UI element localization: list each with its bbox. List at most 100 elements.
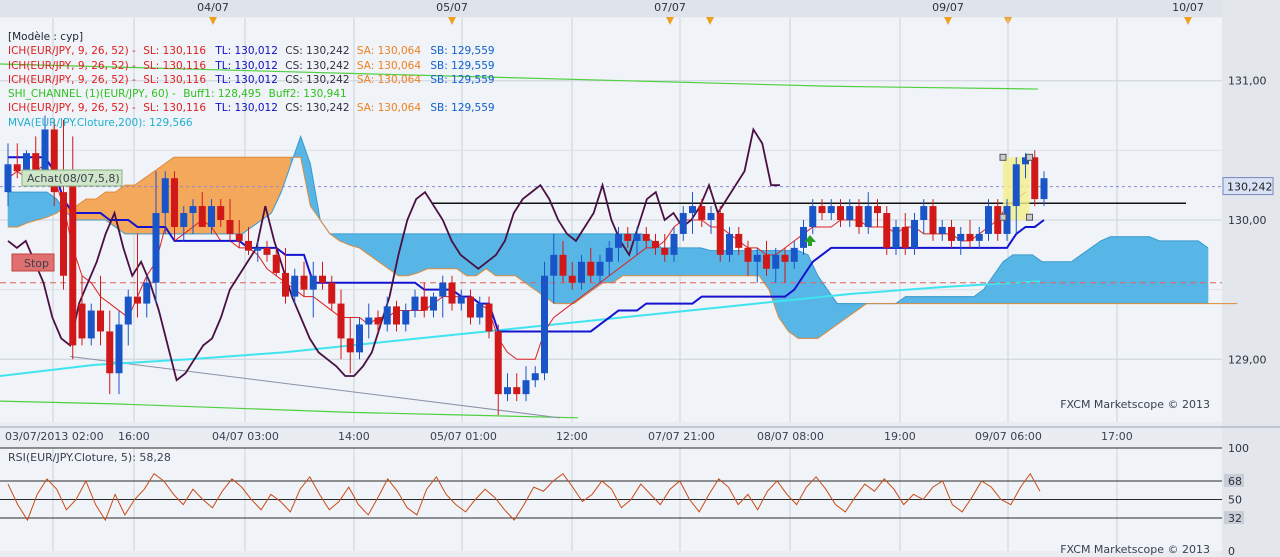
candle-body	[753, 254, 761, 262]
kumo-cloud-segment	[934, 296, 945, 304]
candle-body	[744, 247, 752, 262]
candle-body	[485, 303, 493, 332]
candle-body	[901, 226, 909, 248]
candle-body	[198, 206, 206, 227]
candle-body	[411, 296, 419, 311]
kumo-cloud-segment	[515, 233, 526, 284]
candle-body	[827, 206, 835, 214]
trend-line	[69, 356, 561, 419]
candle-body	[892, 226, 900, 248]
candle-body	[134, 296, 141, 304]
candle-body	[217, 206, 225, 220]
candle-body	[883, 213, 891, 248]
candle-body	[938, 226, 946, 234]
legend-ich-row-2: ICH(EUR/JPY, 9, 26, 52) - SL: 130,116 TL…	[8, 59, 495, 72]
candle-body	[430, 296, 437, 311]
candle-body	[975, 233, 983, 241]
chikou-span-line	[7, 127, 780, 382]
candle-body	[1040, 178, 1048, 200]
candle-body	[864, 206, 872, 227]
candle-body	[365, 317, 373, 325]
kumo-cloud-segment	[954, 296, 965, 304]
rsi-axis-badge	[1224, 511, 1244, 525]
legend: [Modèle : cyp] ICH(EUR/JPY, 9, 26, 52) -…	[8, 30, 495, 130]
candle-body	[346, 338, 354, 353]
stop-annotation-box	[11, 253, 55, 272]
kumo-cloud-segment	[1197, 240, 1209, 304]
candle-body	[4, 164, 12, 193]
kumo-cloud-segment	[788, 250, 799, 339]
candle-body	[772, 254, 780, 269]
candle-body	[874, 206, 881, 214]
candle-body	[716, 213, 724, 255]
x-tick-label: 03/07/2013 02:00	[5, 430, 104, 443]
candle-body	[957, 233, 965, 241]
x-tick-label: 04/07 03:00	[212, 430, 279, 443]
candle-body	[633, 233, 641, 241]
candle-body	[272, 254, 280, 273]
candle-body	[596, 261, 604, 276]
kumo-cloud-segment	[427, 233, 438, 270]
buy-annotation-box	[21, 169, 123, 187]
candle-body	[319, 275, 326, 283]
candle-body	[115, 324, 123, 374]
stop-annotation-label: Stop	[24, 257, 49, 270]
senkou-span-b-line	[8, 156, 1238, 339]
candle-body	[87, 310, 95, 339]
candle-body	[615, 233, 622, 248]
kumo-cloud-segment	[505, 233, 516, 277]
candle-body	[439, 282, 447, 297]
kumo-cloud-segment	[944, 296, 955, 304]
buy-arrow-icon	[804, 235, 816, 246]
candle-body	[393, 306, 400, 325]
candle-body	[781, 254, 789, 262]
candle-body	[948, 226, 955, 241]
candle-body	[69, 178, 77, 346]
candle-body	[985, 206, 992, 234]
candle-body	[383, 306, 391, 325]
candle-body	[522, 380, 530, 395]
legend-shi-row: SHI_CHANNEL (1)(EUR/JPY, 60) - Buff1: 12…	[8, 88, 347, 101]
candle-body	[337, 303, 345, 339]
trade-marker-handle	[999, 213, 1007, 221]
top-date-marker	[209, 17, 217, 25]
candle-body	[837, 206, 844, 220]
y-tick-label: 131,00	[1228, 75, 1267, 88]
candle-body	[494, 331, 502, 395]
candle-body	[541, 275, 548, 374]
x-tick-label: 05/07 01:00	[430, 430, 497, 443]
kijun-sen-line	[8, 156, 1045, 333]
rsi-title: RSI(EUR/JPY.Cloture, 5): 58,28	[8, 451, 171, 464]
kumo-cloud-segment	[36, 191, 48, 221]
candle-body	[504, 387, 511, 395]
kumo-cloud-segment	[27, 191, 38, 224]
candle-body	[726, 233, 733, 255]
kumo-cloud-segment	[905, 296, 916, 304]
candle-body	[374, 317, 382, 325]
kumo-cloud-segment	[1119, 236, 1131, 304]
candle-body	[152, 213, 160, 283]
legend-mva-row: MVA(EUR/JPY.Cloture,200): 129,566	[8, 116, 193, 129]
candle-body	[929, 206, 937, 234]
candle-body	[679, 213, 687, 234]
top-date-marker	[1184, 17, 1192, 25]
kumo-cloud-segment	[1139, 236, 1150, 304]
candle-body	[254, 247, 262, 251]
candle-body	[50, 129, 58, 193]
kumo-cloud-segment	[1100, 236, 1111, 304]
candle-body	[578, 261, 585, 283]
candle-body	[670, 233, 678, 255]
candle-body	[661, 247, 669, 255]
candle-body	[300, 275, 308, 290]
trade-marker-handle	[999, 153, 1007, 161]
x-tick-label: 08/07 08:00	[757, 430, 824, 443]
candle-body	[568, 275, 576, 283]
kumo-cloud-segment	[1012, 254, 1023, 304]
candle-body	[476, 303, 484, 318]
candle-body	[531, 373, 539, 381]
kumo-cloud-segment	[1168, 240, 1180, 304]
kumo-cloud-segment	[700, 247, 711, 277]
top-date-strip	[0, 0, 1280, 17]
candle-body	[291, 275, 299, 297]
candle-body	[846, 206, 854, 220]
